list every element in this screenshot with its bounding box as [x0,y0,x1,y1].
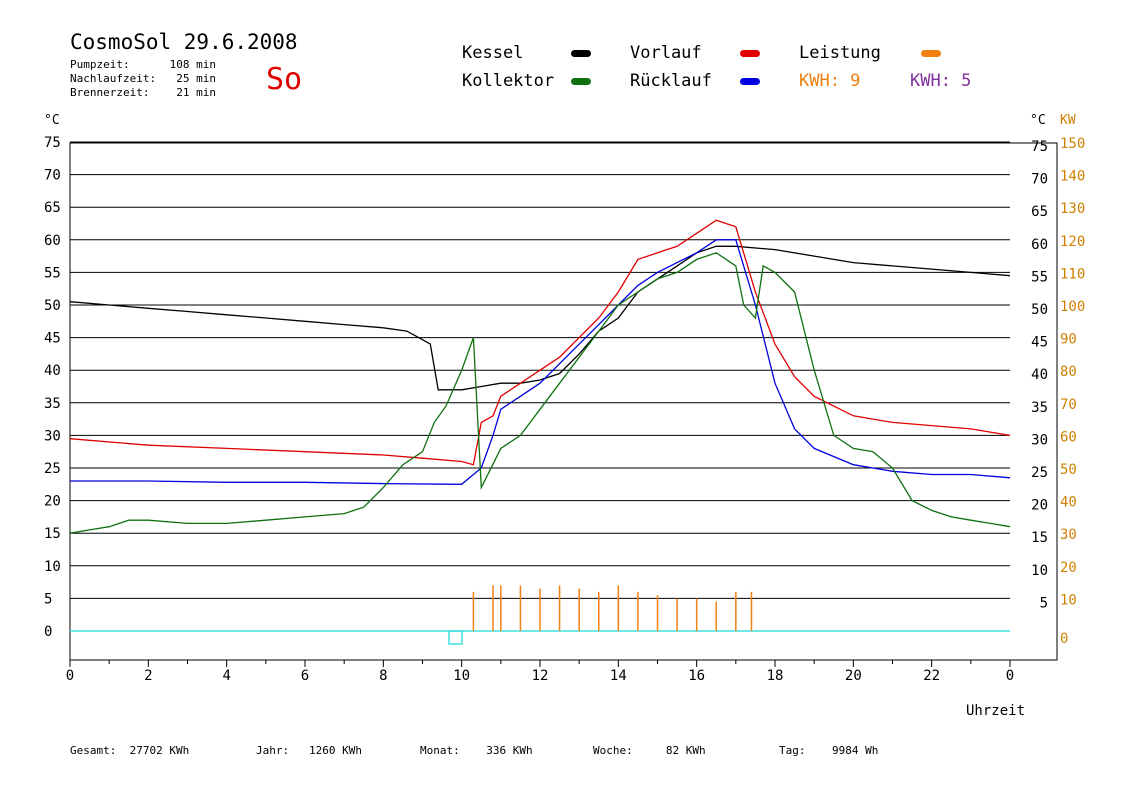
y-tick-label-kw: 10 [1060,592,1077,608]
y-tick-label-right: 75 [1031,139,1048,155]
plot-frame [69,142,1058,661]
y-tick-label-left: 40 [44,363,61,379]
x-tick-label: 14 [610,668,627,684]
footer-jahr: Jahr: 1260 KWh [256,744,362,757]
y-tick-label-left: 15 [44,526,61,542]
y-tick-label-right: 65 [1031,204,1048,220]
y-tick-label-kw: 70 [1060,397,1077,413]
y-tick-label-kw: 40 [1060,495,1077,511]
x-tick-label: 16 [688,668,705,684]
y-tick-label-left: 20 [44,494,61,510]
y-tick-label-kw: 30 [1060,527,1077,543]
footer-monat: Monat: 336 KWh [420,744,533,757]
y-tick-label-left: 75 [44,135,61,151]
x-tick-label: 6 [301,668,309,684]
legend-vorlauf-swatch [740,50,760,57]
y-axis-label-right: °C [1030,113,1046,128]
info-pumpzeit: Pumpzeit: 108 min [70,58,216,71]
legend-kessel-swatch [571,50,591,57]
y-tick-label-kw: 80 [1060,364,1077,380]
y-tick-label-left: 60 [44,233,61,249]
y-tick-label-kw: 110 [1060,266,1085,282]
legend-leistung: Leistung [799,43,881,63]
y-tick-label-right: 60 [1031,237,1048,253]
y-tick-label-right: 45 [1031,335,1048,351]
footer-tag: Tag: 9984 Wh [779,744,879,757]
weekday-label: So [266,62,303,97]
y-tick-label-left: 0 [44,624,52,640]
legend-kollektor-swatch [571,78,591,85]
x-tick-label: 0 [66,668,74,684]
legend-kessel: Kessel [462,43,524,63]
y-tick-label-right: 40 [1031,367,1048,383]
y-tick-label-right: 50 [1031,302,1048,318]
y-tick-label-left: 70 [44,168,61,184]
y-tick-label-kw: 0 [1060,631,1068,647]
info-nachlaufzeit: Nachlaufzeit: 25 min [70,72,216,85]
legend-kwh-purple: KWH: 5 [910,71,972,91]
info-brennerzeit: Brennerzeit: 21 min [70,86,216,99]
y-tick-label-right: 15 [1031,530,1048,546]
y-tick-label-right: 70 [1031,172,1048,188]
y-tick-label-kw: 50 [1060,462,1077,478]
footer-gesamt: Gesamt: 27702 KWh [70,744,190,757]
y-tick-label-right: 25 [1031,465,1048,481]
x-tick-label: 12 [532,668,549,684]
x-tick-label: 22 [923,668,940,684]
y-tick-label-left: 30 [44,428,61,444]
legend-kollektor: Kollektor [462,71,555,91]
legend-ruecklauf-swatch [740,78,760,85]
y-tick-label-right: 5 [1040,595,1048,611]
time-marker [448,630,463,645]
y-tick-label-left: 50 [44,298,61,314]
legend-vorlauf: Vorlauf [630,43,702,63]
y-tick-label-kw: 120 [1060,234,1085,250]
y-tick-label-kw: 130 [1060,201,1085,217]
legend-kwh-orange: KWH: 9 [799,71,861,91]
y-tick-label-kw: 20 [1060,560,1077,576]
x-tick-label: 20 [845,668,862,684]
y-tick-label-kw: 140 [1060,169,1085,185]
y-tick-label-kw: 90 [1060,332,1077,348]
y-tick-label-left: 35 [44,396,61,412]
y-tick-label-right: 20 [1031,498,1048,514]
y-axis-label-kw: KW [1060,113,1076,128]
x-tick-label: 0 [1006,668,1014,684]
y-tick-label-left: 45 [44,331,61,347]
legend-ruecklauf: Rücklauf [630,71,712,91]
y-tick-label-right: 55 [1031,269,1048,285]
x-tick-label: 2 [144,668,152,684]
x-tick-label: 18 [767,668,784,684]
y-axis-label-left: °C [44,113,60,128]
y-tick-label-left: 55 [44,265,61,281]
footer-woche: Woche: 82 KWh [593,744,706,757]
y-tick-label-left: 65 [44,200,61,216]
chart-title: CosmoSol 29.6.2008 [70,30,298,54]
y-tick-label-left: 5 [44,591,52,607]
series-line-kessel [69,245,1011,391]
legend-leistung-swatch [921,50,941,57]
y-tick-label-kw: 60 [1060,429,1077,445]
x-tick-label: 4 [222,668,230,684]
y-tick-label-right: 35 [1031,400,1048,416]
x-tick-label: 10 [453,668,470,684]
x-axis-label: Uhrzeit [966,703,1025,719]
y-tick-label-left: 10 [44,559,61,575]
x-tick-label: 8 [379,668,387,684]
y-tick-label-right: 30 [1031,432,1048,448]
y-tick-label-kw: 100 [1060,299,1085,315]
y-tick-label-left: 25 [44,461,61,477]
series-line-kollektor [69,252,1011,534]
y-tick-label-right: 10 [1031,563,1048,579]
y-tick-label-kw: 150 [1060,136,1085,152]
series-line-vorlauf [69,219,1011,466]
